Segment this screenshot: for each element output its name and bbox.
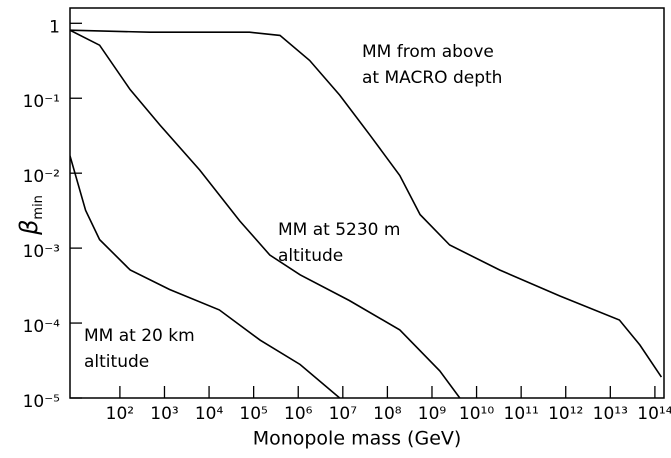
x-tick-label: 10⁶ xyxy=(284,404,313,424)
curve xyxy=(70,29,461,398)
y-axis-subscript: min xyxy=(31,195,46,220)
y-tick-label: 10⁻² xyxy=(23,167,60,187)
annotation: at MACRO depth xyxy=(362,68,502,88)
plot-frame xyxy=(69,7,665,399)
curve xyxy=(70,29,663,378)
annotation: MM at 5230 m xyxy=(278,220,400,240)
y-tick-label: 10⁻¹ xyxy=(23,92,60,112)
y-tick-label: 10⁻⁴ xyxy=(23,317,61,337)
x-tick-label: 10⁵ xyxy=(239,404,267,424)
x-tick-label: 10¹¹ xyxy=(504,404,539,424)
y-tick-label: 10⁻⁵ xyxy=(23,392,60,412)
x-tick-label: 10² xyxy=(106,404,134,424)
x-tick-label: 10¹⁰ xyxy=(459,404,494,424)
x-tick-label: 10⁹ xyxy=(418,404,447,424)
x-tick-label: 10¹² xyxy=(548,404,583,424)
curve xyxy=(70,155,341,398)
annotation: altitude xyxy=(278,246,343,266)
y-tick-label: 10⁻³ xyxy=(23,242,60,262)
y-axis-title: βmin xyxy=(15,195,46,236)
y-tick-label: 1 xyxy=(49,17,60,37)
y-axis-symbol: β xyxy=(15,220,43,236)
x-axis-title: Monopole mass (GeV) xyxy=(253,428,462,450)
x-tick-label: 10¹³ xyxy=(593,404,628,424)
annotation: MM from above xyxy=(362,42,494,62)
x-tick-label: 10⁷ xyxy=(329,404,358,424)
x-tick-label: 10⁴ xyxy=(195,404,224,424)
x-tick-label: 10¹⁴ xyxy=(637,404,671,424)
x-tick-label: 10³ xyxy=(150,404,178,424)
annotation: MM at 20 km xyxy=(84,326,195,346)
x-tick-label: 10⁸ xyxy=(373,404,402,424)
annotation: altitude xyxy=(84,352,149,372)
